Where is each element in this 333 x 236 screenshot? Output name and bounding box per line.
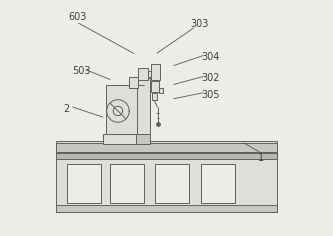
Bar	[151, 81, 159, 92]
Bar	[152, 93, 157, 100]
Bar	[159, 88, 163, 93]
Bar	[56, 205, 277, 212]
Bar	[200, 164, 234, 203]
Bar	[106, 85, 144, 135]
Bar	[137, 78, 150, 135]
Text: 1: 1	[258, 153, 264, 163]
Bar	[129, 77, 138, 88]
Text: 503: 503	[73, 66, 91, 76]
Text: 603: 603	[68, 12, 86, 22]
Text: 304: 304	[202, 52, 220, 62]
Bar	[149, 71, 152, 77]
Bar	[103, 135, 148, 144]
Text: 305: 305	[202, 89, 220, 100]
Bar	[110, 164, 144, 203]
Bar	[136, 135, 150, 144]
Bar	[138, 67, 149, 80]
Text: 303: 303	[190, 19, 208, 29]
Bar	[155, 164, 189, 203]
Text: 2: 2	[63, 104, 70, 114]
Bar	[56, 141, 277, 212]
Bar	[56, 143, 277, 152]
Bar	[67, 164, 101, 203]
Bar	[56, 153, 277, 159]
Text: 302: 302	[202, 73, 220, 83]
Bar	[151, 64, 161, 80]
